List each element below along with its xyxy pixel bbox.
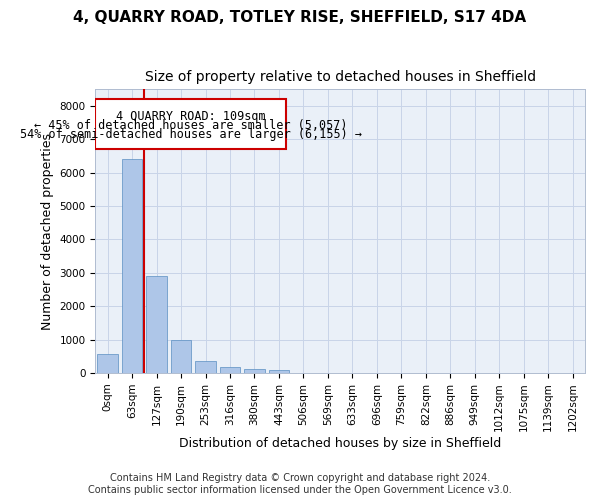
Bar	[269, 370, 289, 373]
Bar	[170, 340, 191, 373]
X-axis label: Distribution of detached houses by size in Sheffield: Distribution of detached houses by size …	[179, 437, 501, 450]
Bar	[122, 160, 142, 373]
FancyBboxPatch shape	[95, 100, 286, 150]
Text: 4, QUARRY ROAD, TOTLEY RISE, SHEFFIELD, S17 4DA: 4, QUARRY ROAD, TOTLEY RISE, SHEFFIELD, …	[73, 10, 527, 25]
Bar	[146, 276, 167, 373]
Bar	[220, 367, 241, 373]
Title: Size of property relative to detached houses in Sheffield: Size of property relative to detached ho…	[145, 70, 536, 84]
Bar	[195, 361, 216, 373]
Text: 54% of semi-detached houses are larger (6,155) →: 54% of semi-detached houses are larger (…	[20, 128, 362, 140]
Text: 4 QUARRY ROAD: 109sqm: 4 QUARRY ROAD: 109sqm	[116, 110, 266, 123]
Text: Contains HM Land Registry data © Crown copyright and database right 2024.
Contai: Contains HM Land Registry data © Crown c…	[88, 474, 512, 495]
Bar	[244, 370, 265, 373]
Y-axis label: Number of detached properties: Number of detached properties	[41, 132, 54, 330]
Bar	[97, 354, 118, 373]
Text: ← 45% of detached houses are smaller (5,057): ← 45% of detached houses are smaller (5,…	[34, 119, 347, 132]
